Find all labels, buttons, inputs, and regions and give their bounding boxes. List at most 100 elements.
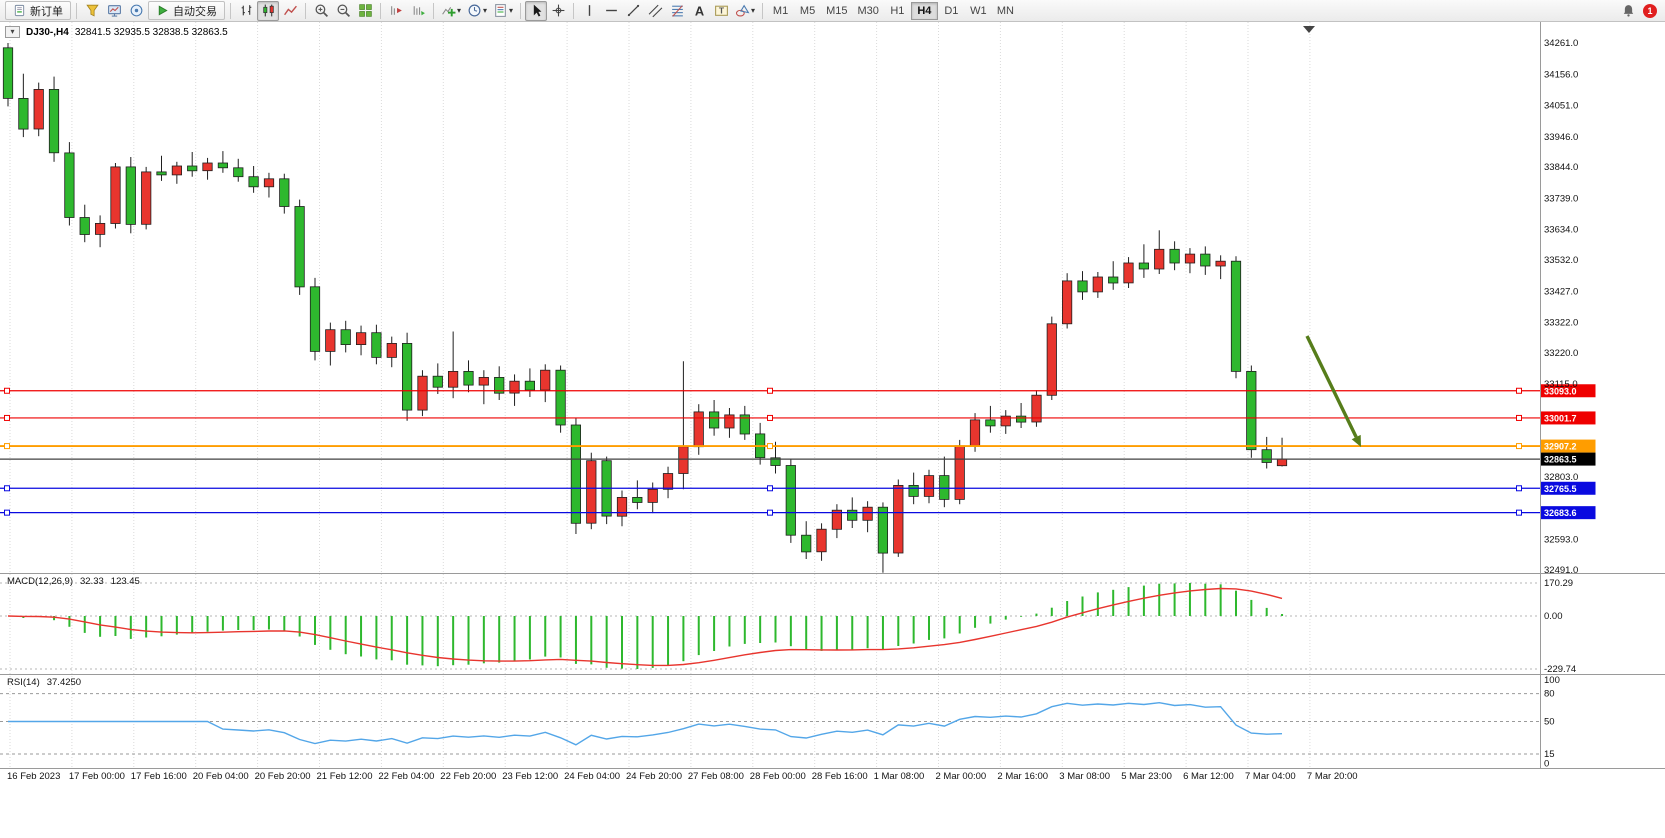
timeframe-w1-button[interactable]: W1 [965, 2, 992, 20]
toolbar-separator [305, 2, 306, 19]
time-axis[interactable] [0, 768, 1540, 788]
candle-body [1215, 260, 1226, 267]
candle-body [954, 445, 965, 500]
line-handle[interactable] [4, 387, 10, 394]
candle-body [555, 369, 566, 426]
time-label: 7 Mar 04:00 [1245, 771, 1296, 782]
vertical-line-icon[interactable] [578, 1, 600, 21]
line-handle[interactable] [4, 443, 10, 450]
candle-body [156, 171, 167, 176]
market-watch-icon[interactable] [103, 1, 125, 21]
tile-windows-icon[interactable] [354, 1, 376, 21]
timeframe-m15-button[interactable]: M15 [821, 2, 852, 20]
candle-body [325, 329, 336, 352]
line-handle[interactable] [767, 414, 773, 421]
candle-body [494, 376, 505, 394]
ohlc-bars-icon[interactable] [235, 1, 257, 21]
candle-body [770, 457, 781, 466]
timeframe-mn-button[interactable]: MN [992, 2, 1019, 20]
time-label: 3 Mar 08:00 [1059, 771, 1110, 782]
trendline-icon[interactable] [622, 1, 644, 21]
shapes-icon[interactable]: ▾ [732, 1, 758, 21]
line-handle[interactable] [4, 509, 10, 516]
price-tick: 34156.0 [1544, 69, 1578, 80]
templates-icon[interactable]: ▾ [490, 1, 516, 21]
svg-text:A: A [694, 3, 703, 18]
new-order-button[interactable]: 新订单 [5, 1, 71, 20]
timeframe-h4-button[interactable]: H4 [910, 1, 938, 20]
metaeditor-icon[interactable] [81, 1, 103, 21]
price-badge [1540, 481, 1596, 495]
horizontal-line-icon[interactable] [600, 1, 622, 21]
price-tick: 34051.0 [1544, 101, 1578, 112]
notifications-bell-icon[interactable] [1617, 1, 1639, 21]
arrow-annotation-line[interactable] [1305, 335, 1358, 438]
time-label: 23 Feb 12:00 [502, 771, 558, 782]
fibonacci-icon[interactable] [666, 1, 688, 21]
price-tick: 33739.0 [1544, 193, 1578, 204]
candle-body [417, 375, 428, 411]
timeframe-d1-button[interactable]: D1 [938, 2, 965, 20]
line-handle[interactable] [4, 485, 10, 492]
candle-body [125, 166, 136, 225]
cursor-icon[interactable] [525, 0, 548, 21]
zoom-out-icon[interactable] [332, 1, 354, 21]
line-handle[interactable] [767, 509, 773, 516]
zoom-in-icon[interactable] [310, 1, 332, 21]
shapes-dropdown-caret[interactable]: ▾ [751, 6, 756, 15]
autotrading-button[interactable]: 自动交易 [148, 1, 225, 20]
chart-title: ▾ DJ30-,H4 32841.5 32935.5 32838.5 32863… [5, 26, 228, 38]
candle-body [447, 370, 459, 388]
timeframe-m5-button[interactable]: M5 [794, 2, 821, 20]
price-axis[interactable] [1540, 22, 1665, 768]
candle-body [1184, 253, 1196, 264]
signals-icon[interactable] [125, 1, 147, 21]
price-badge-label: 32907.2 [1544, 442, 1577, 452]
line-chart-icon[interactable] [279, 1, 301, 21]
line-handle[interactable] [1516, 414, 1522, 421]
line-handle[interactable] [1516, 443, 1522, 450]
candlestick-chart-icon[interactable] [257, 0, 279, 21]
candle-body [1108, 276, 1119, 284]
candle-body [662, 473, 674, 490]
indicators-icon[interactable]: ▾ [438, 1, 464, 21]
rsi-label: RSI(14) [7, 677, 40, 688]
timeframe-m1-button[interactable]: M1 [767, 2, 794, 20]
equidistant-channel-icon[interactable] [644, 1, 666, 21]
candle-body [79, 217, 90, 235]
main-toolbar: 新订单 自动交易 ▾ ▾ ▾ A T ▾ M1 M5 M15 M30 H1 H4 D1 W1 MN 1 [0, 0, 1665, 22]
price-chart[interactable]: 16 Feb 2023 17 Feb 00:00 17 Feb 16:00 20 Fe… [0, 22, 1665, 838]
line-handle[interactable] [1516, 509, 1522, 516]
periods-dropdown-caret[interactable]: ▾ [483, 6, 488, 15]
rsi-header: RSI(14) 37.4250 [7, 677, 81, 688]
line-handle[interactable] [767, 485, 773, 492]
chart-collapse-button[interactable]: ▾ [5, 26, 20, 38]
periods-icon[interactable]: ▾ [464, 1, 490, 21]
line-handle[interactable] [767, 387, 773, 394]
candle-body [1016, 415, 1027, 423]
notification-badge[interactable]: 1 [1643, 3, 1657, 18]
arrow-annotation-head[interactable] [1351, 434, 1361, 447]
line-handle[interactable] [1516, 387, 1522, 394]
crosshair-icon[interactable] [547, 1, 569, 21]
text-label-icon[interactable]: T [710, 1, 732, 21]
line-handle[interactable] [767, 443, 773, 450]
line-handle[interactable] [4, 414, 10, 421]
chart-shift-icon[interactable] [385, 1, 407, 21]
auto-scroll-icon[interactable] [407, 1, 429, 21]
rsi-axis-label: 100 [1544, 675, 1560, 686]
ohlc-values: 32841.5 32935.5 32838.5 32863.5 [74, 26, 228, 38]
chart-plot-area[interactable] [0, 22, 1540, 768]
timeframe-m30-button[interactable]: M30 [852, 2, 883, 20]
templates-dropdown-caret[interactable]: ▾ [509, 6, 514, 15]
indicators-dropdown-caret[interactable]: ▾ [457, 6, 462, 15]
candle-body [540, 369, 551, 391]
time-label: 2 Mar 00:00 [936, 771, 987, 782]
line-handle[interactable] [1516, 485, 1522, 492]
text-icon[interactable]: A [688, 1, 710, 21]
time-label: 24 Feb 20:00 [626, 771, 682, 782]
timeframe-h1-button[interactable]: H1 [884, 2, 911, 20]
time-label: 28 Feb 00:00 [750, 771, 806, 782]
candle-body [248, 176, 259, 188]
candle-body [171, 165, 182, 176]
